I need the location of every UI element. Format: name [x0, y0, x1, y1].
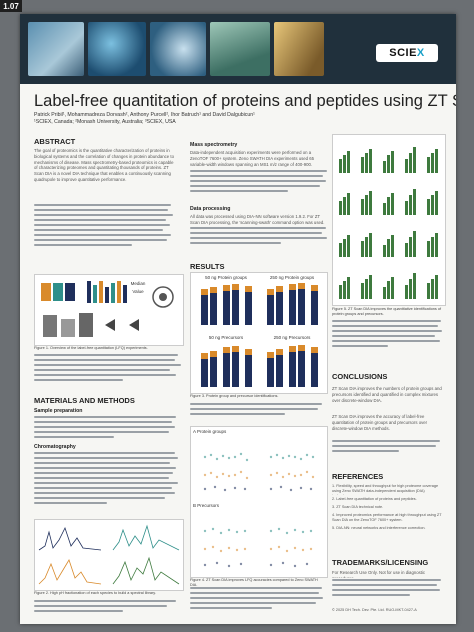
figure-1-workflow: Median Value — [34, 274, 184, 346]
figure-1-caption: Figure 1. Overview of the label-free qua… — [34, 346, 148, 350]
reference-5: 5. DIA-NN: neural networks and interfere… — [332, 526, 426, 530]
materials-heading: MATERIALS AND METHODS — [34, 396, 135, 405]
authors: Patrick Pribil¹, Mohammadreza Dorvash², … — [34, 112, 255, 118]
fig4-label-a: A Protein groups — [193, 429, 227, 434]
figure-3-caption: Figure 3. Protein group and precursor id… — [190, 394, 279, 398]
figure-4-caption: Figure 4. ZT Scan DIA improves LFQ accur… — [190, 578, 318, 586]
poster-title: Label-free quantitation of proteins and … — [34, 92, 456, 110]
trademarks-lines — [332, 579, 444, 601]
figure-5-caption: Figure 5. ZT Scan DIA improves the quant… — [332, 307, 442, 316]
banner-image-molecules — [150, 22, 206, 76]
figure-2-caption: Figure 2. High pH fractionation of each … — [34, 591, 156, 595]
reference-4: 4. Improved proteomics performance at hi… — [332, 513, 442, 523]
footer: © 2025 DH Tech. Dev. Pte. Ltd. RUO-MKT-0… — [332, 608, 417, 612]
figure-1-graphic — [41, 281, 174, 337]
banner-image-instrument — [28, 22, 84, 76]
abstract-text: The goal of proteomics is the quantitati… — [34, 148, 174, 182]
conclusions-point-1: ZT Scan DIA improves the numbers of prot… — [332, 386, 442, 403]
photo-label: 1.07 — [0, 0, 22, 12]
reference-3: 3. ZT Scan DIA technical note. — [332, 505, 384, 509]
figure-3-bars — [201, 283, 318, 387]
fig3-label-pr250: 250 ng Precursors — [273, 335, 311, 340]
sample-prep-lines — [34, 416, 179, 442]
reference-1: 1. Flexibility, speed and throughput for… — [332, 484, 439, 495]
fig3-label-pg250: 250 ng Protein groups — [269, 275, 315, 280]
figure-5-bars — [339, 147, 438, 299]
figure-3-identifications: 50 ng Protein groups 250 ng Protein grou… — [190, 272, 328, 394]
conclusions-heading: CONCLUSIONS — [332, 372, 388, 381]
sciex-logo: SCIE X — [376, 44, 438, 62]
abstract-body-lines — [34, 204, 174, 270]
mass-spec-heading: Mass spectrometry — [190, 142, 238, 148]
fig4-label-b: B Precursors — [193, 503, 220, 508]
banner-image-protein — [88, 22, 146, 76]
figure-4-lfq-accuracy: A Protein groups B Precursors — [190, 426, 328, 578]
fig1-value-label: Value — [132, 289, 144, 294]
affiliations: ¹SCIEX, Canada; ²Monash University, Aust… — [34, 119, 176, 126]
mass-spec-text: Data-independent acquisition experiments… — [190, 150, 314, 167]
figure-2-graphic — [38, 524, 180, 585]
figure-1-caption-lines — [34, 354, 182, 394]
chromatography-lines — [34, 452, 179, 514]
fig3-label-pg50: 50 ng Protein groups — [205, 275, 247, 280]
data-processing-heading: Data processing — [190, 206, 231, 212]
figure-3-caption-lines — [190, 403, 326, 421]
reference-2: 2. Label-free quantitation of proteins a… — [332, 497, 417, 501]
results-heading: RESULTS — [190, 262, 225, 271]
abstract-heading: ABSTRACT — [34, 137, 76, 146]
figure-4-caption-lines — [190, 587, 326, 617]
mass-spec-lines — [190, 170, 330, 200]
figure-5-quant-ids — [332, 134, 446, 306]
conclusions-lines — [332, 440, 444, 460]
figure-4-scatter — [203, 452, 315, 568]
figure-2-chromatograms — [34, 519, 184, 591]
authors-block: Patrick Pribil¹, Mohammadreza Dorvash², … — [34, 112, 284, 126]
chromatography-heading: Chromatography — [34, 444, 76, 450]
poster: SCIE X Label-free quantitation of protein… — [20, 14, 456, 624]
banner: SCIE X — [20, 14, 456, 84]
trademarks-text: For Research Use Only. Not for use in di… — [332, 570, 426, 578]
references-heading: REFERENCES — [332, 472, 384, 481]
banner-image-lab — [210, 22, 270, 76]
data-processing-lines — [190, 227, 330, 251]
fig3-label-pr50: 50 ng Precursors — [208, 335, 244, 340]
figure-5-caption-lines — [332, 320, 444, 360]
fig1-median-label: Median — [130, 281, 146, 286]
trademarks-heading: TRADEMARKS/LICENSING — [332, 558, 429, 567]
sample-prep-heading: Sample preparation — [34, 408, 83, 414]
figure-2-caption-lines — [34, 600, 182, 618]
banner-image-sample — [274, 22, 324, 76]
conclusions-point-2: ZT Scan DIA improves the accuracy of lab… — [332, 414, 428, 431]
data-processing-text: All data was processed using DIA-NN soft… — [190, 214, 325, 225]
